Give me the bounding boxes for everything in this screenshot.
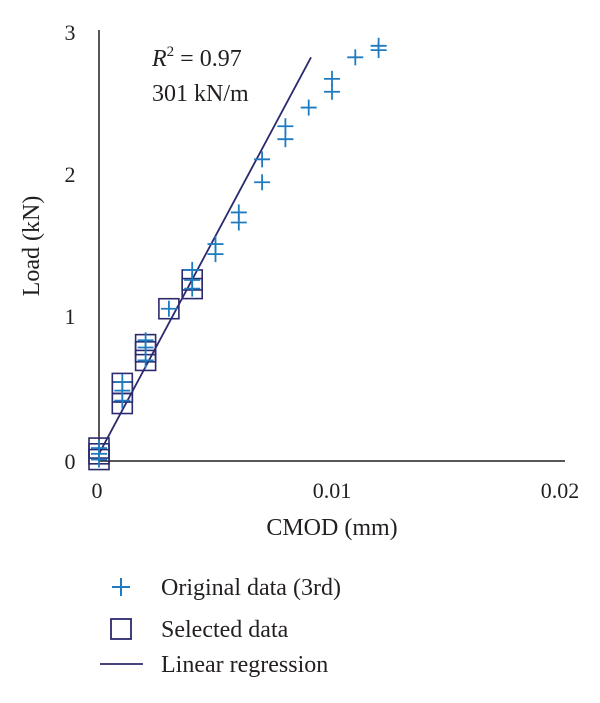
original-data-layer [91,37,387,468]
original-data-point [347,49,364,66]
y-tick-label-2: 2 [65,162,76,187]
y-axis-title: Load (kN) [19,196,45,297]
original-data-point [160,300,177,317]
original-data-point [230,204,247,221]
y-tick-label-0: 0 [65,449,76,474]
r2-superscript: 2 [167,44,175,60]
r-squared-annotation: R2 = 0.97 [151,44,242,72]
original-data-point [184,261,201,278]
original-data-point [254,151,271,168]
legend-square-marker [110,618,132,640]
original-data-point [254,174,271,191]
stiffness-annotation: 301 kN/m [152,81,249,107]
original-data-point [300,99,317,116]
y-tick-label-3: 3 [65,20,76,45]
legend-label-selected: Selected data [161,617,289,643]
r2-value: = 0.97 [174,46,242,72]
regression-line [98,56,312,455]
legend-label-regression: Linear regression [161,652,328,678]
legend-label-original: Original data (3rd) [161,575,341,601]
selected-data-point [158,297,180,320]
original-data-point [370,37,387,54]
x-axis-title: CMOD (mm) [266,515,397,541]
x-tick-label-0: 0 [92,478,103,503]
legend-plus-marker [112,578,130,596]
y-tick-label-1: 1 [65,304,76,329]
original-data-point [207,236,224,253]
x-tick-label-2: 0.02 [541,478,580,503]
original-data-point [277,118,294,135]
original-data-point [114,373,131,390]
legend-item-selected: Selected data [110,617,289,643]
legend-item-regression: Linear regression [100,652,328,678]
original-data-point [324,70,340,87]
original-data-point [137,332,154,349]
legend: Original data (3rd) Selected data Linear… [100,575,341,678]
legend-item-original: Original data (3rd) [112,575,341,601]
x-tick-label-1: 0.01 [313,478,352,503]
r2-symbol: R [151,46,167,72]
regression-layer [98,56,312,455]
original-data-point [91,440,107,457]
